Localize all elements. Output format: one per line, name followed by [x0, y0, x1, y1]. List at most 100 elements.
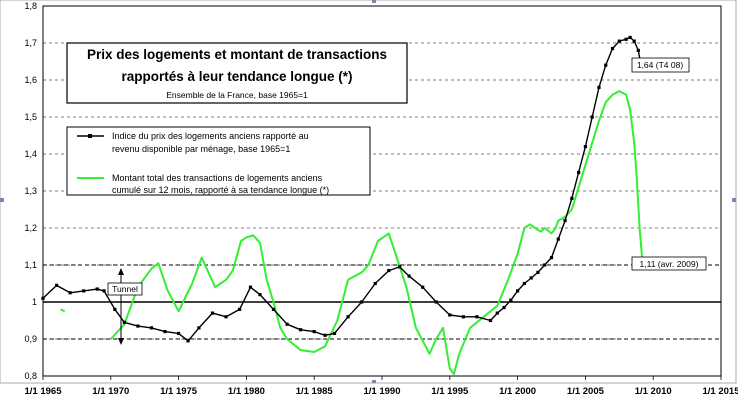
y-tick-label: 1,6: [24, 75, 37, 85]
y-tick-label: 1,4: [24, 149, 37, 159]
price-point: [583, 145, 587, 149]
price-point: [617, 39, 621, 43]
price-point: [543, 263, 547, 267]
price-point: [238, 307, 242, 311]
tunnel-label-box: [107, 282, 143, 296]
transactions-series-layer: [60, 90, 644, 376]
price-series-layer: [41, 35, 643, 343]
legend-price-line1: Indice du prix des logements anciens rap…: [112, 131, 309, 141]
price-point: [197, 326, 201, 330]
price-point: [590, 115, 594, 119]
price-point: [163, 330, 167, 334]
price-point: [95, 287, 99, 291]
transactions-end-label: 1,11 (avr. 2009): [640, 259, 699, 269]
price-point: [186, 339, 190, 343]
x-tick-label: 1/1 2010: [635, 386, 672, 397]
price-point: [529, 276, 533, 280]
price-end-label-box: [631, 57, 690, 73]
x-tick-label: 1/1 2000: [499, 386, 536, 397]
price-point: [556, 237, 560, 241]
transactions-line: [60, 308, 66, 313]
y-tick-label: 1,3: [24, 186, 37, 196]
price-end-annotation: 1,64 (T4 08): [631, 57, 690, 73]
price-point: [495, 311, 499, 315]
price-point: [502, 305, 506, 310]
price-point: [461, 315, 465, 319]
legend-price-line2: revenu disponible par ménage, base 1965=…: [112, 144, 290, 154]
title-frame: [66, 42, 408, 104]
x-tick-label: 1/1 1990: [364, 386, 401, 397]
resize-handle-left[interactable]: [0, 198, 4, 202]
price-point: [597, 85, 601, 89]
price-point: [68, 291, 72, 295]
resize-handle-bottom[interactable]: [372, 380, 376, 383]
y-tick-label: 1,5: [24, 112, 37, 122]
price-point: [149, 326, 154, 330]
y-tick-label: 1,8: [24, 1, 37, 11]
price-point: [122, 320, 126, 324]
x-tick-label: 1/1 2015: [703, 386, 738, 397]
price-point: [509, 298, 513, 302]
tunnel-annotation: Tunnel: [107, 268, 143, 345]
price-point: [346, 315, 350, 319]
price-point: [475, 315, 479, 319]
tunnel-arrow-head-down: [118, 338, 124, 345]
y-tick-label: 1,1: [24, 260, 37, 270]
price-point: [113, 307, 117, 311]
y-tick-label: 0,8: [24, 371, 37, 381]
legend-transactions-line2: cumulé sur 12 mois, rapporté à sa tendan…: [112, 185, 329, 195]
price-point: [258, 293, 262, 297]
price-point: [549, 256, 554, 260]
tunnel-arrow-head-up: [118, 268, 124, 275]
y-tick-label: 1: [32, 297, 37, 307]
x-tick-label: 1/1 1975: [160, 386, 198, 397]
price-point: [522, 281, 526, 286]
price-point: [312, 330, 316, 334]
price-point: [448, 313, 452, 317]
resize-handle-top[interactable]: [372, 0, 376, 3]
price-point: [177, 331, 181, 336]
price-point: [624, 37, 628, 41]
transactions-line: [110, 90, 644, 376]
x-tick-label: 1/1 1980: [228, 386, 265, 397]
price-point: [563, 219, 567, 223]
transactions-end-label-box: [631, 256, 707, 271]
price-point: [323, 333, 327, 337]
price-point: [224, 315, 228, 319]
price-point: [248, 285, 253, 289]
x-tick-label: 1/1 1995: [431, 386, 469, 397]
resize-handle-right[interactable]: [732, 198, 736, 202]
x-axis-tick-labels: 1/1 1965 1/1 1970 1/1 1975 1/1 1980 1/1 1985…: [25, 386, 738, 397]
legend-frame: [66, 126, 371, 196]
chart-frame: [0, 0, 737, 384]
price-point: [516, 289, 520, 293]
transactions-end-annotation: 1,11 (avr. 2009): [631, 256, 707, 271]
price-point: [54, 283, 59, 287]
price-point: [636, 48, 640, 52]
price-point: [398, 265, 402, 269]
price-point: [632, 39, 636, 43]
price-point: [610, 46, 615, 51]
x-tick-label: 1/1 1965: [25, 386, 63, 397]
legend-transactions-line1: Montant total des transactions de logeme…: [112, 173, 323, 183]
title-box: Prix des logements et montant de transac…: [66, 42, 408, 104]
price-point: [407, 274, 411, 278]
price-point: [102, 289, 106, 293]
x-tick-label: 1/1 2005: [567, 386, 605, 397]
price-point: [536, 270, 540, 274]
legend-marker-price: [88, 134, 92, 138]
price-point: [210, 311, 215, 315]
x-tick-label: 1/1 1970: [92, 386, 129, 397]
legend: Indice du prix des logements anciens rap…: [66, 126, 371, 196]
price-point: [577, 170, 581, 175]
price-point: [421, 285, 425, 289]
price-end-label: 1,64 (T4 08): [637, 60, 683, 70]
price-point: [570, 196, 574, 200]
price-point: [332, 331, 337, 336]
tunnel-label: Tunnel: [112, 284, 138, 294]
price-point: [285, 322, 289, 326]
y-tick-label: 0,9: [24, 334, 37, 344]
y-tick-label: 1,7: [24, 38, 37, 48]
x-tick-label: 1/1 1985: [296, 386, 334, 397]
